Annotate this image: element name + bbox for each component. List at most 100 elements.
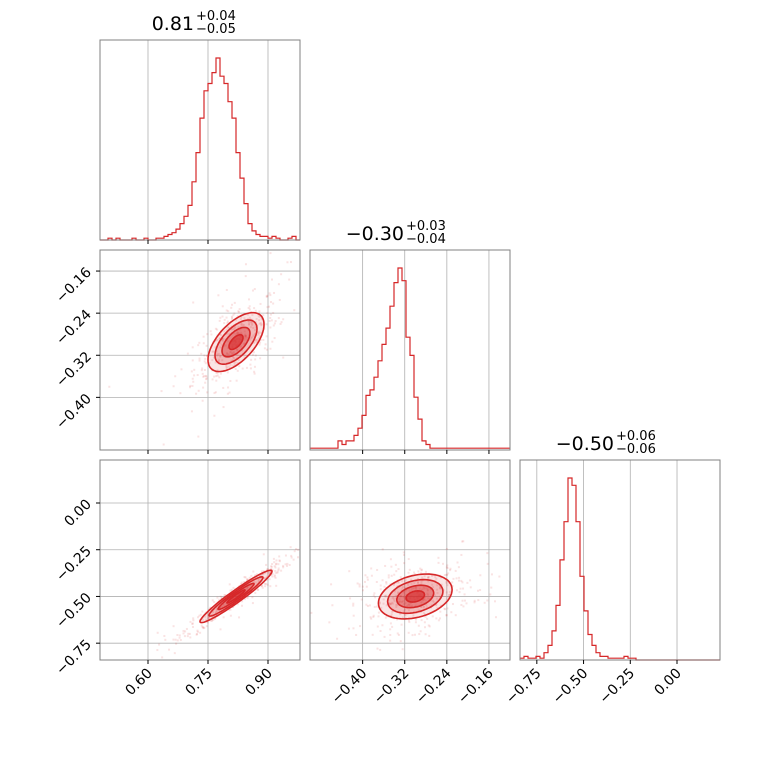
scatter-point (243, 330, 246, 333)
scatter-point (412, 587, 415, 590)
scatter-point (241, 323, 244, 326)
scatter-point (409, 601, 412, 604)
scatter-point (225, 603, 228, 606)
scatter-point (206, 391, 209, 394)
scatter-point (196, 629, 199, 632)
scatter-point (387, 576, 390, 579)
scatter-point (282, 564, 285, 567)
scatter-point (372, 614, 375, 617)
scatter-point (382, 602, 385, 605)
scatter-point (223, 603, 226, 606)
scatter-point (269, 585, 272, 588)
scatter-point (279, 322, 282, 325)
scatter-point (289, 546, 292, 549)
scatter-point (447, 594, 450, 597)
scatter-point (204, 615, 207, 618)
scatter-point (218, 319, 221, 322)
scatter-point (261, 573, 264, 576)
scatter-point (236, 333, 239, 336)
scatter-point (458, 576, 461, 579)
scatter-point (212, 350, 215, 353)
scatter-point (268, 305, 271, 308)
pair-panel-0-1 (108, 252, 296, 446)
scatter-point (256, 341, 259, 344)
scatter-point (213, 617, 216, 620)
scatter-point (389, 622, 392, 625)
scatter-point (251, 289, 254, 292)
scatter-point (423, 597, 426, 600)
scatter-point (426, 588, 429, 591)
scatter-point (236, 315, 239, 318)
scatter-point (414, 633, 417, 636)
scatter-point (462, 540, 465, 543)
scatter-point (248, 576, 251, 579)
scatter-point (195, 633, 198, 636)
scatter-point (215, 379, 218, 382)
scatter-point (190, 370, 193, 373)
scatter-point (416, 578, 419, 581)
scatter-point (331, 604, 334, 607)
scatter-point (391, 625, 394, 628)
scatter-point (406, 607, 409, 610)
scatter-point (243, 576, 246, 579)
scatter-point (439, 604, 442, 607)
scatter-point (384, 564, 387, 567)
scatter-point (218, 352, 221, 355)
scatter-point (189, 636, 192, 639)
scatter-point (393, 598, 396, 601)
scatter-point (253, 372, 256, 375)
scatter-point (248, 338, 251, 341)
scatter-point (236, 356, 239, 359)
scatter-point (425, 606, 428, 609)
scatter-point (244, 590, 247, 593)
scatter-point (445, 573, 448, 576)
scatter-point (391, 601, 394, 604)
scatter-point (403, 608, 406, 611)
scatter-point (460, 603, 463, 606)
scatter-point (388, 602, 391, 605)
scatter-point (186, 635, 189, 638)
scatter-point (247, 313, 250, 316)
scatter-point (192, 619, 195, 622)
scatter-point (410, 604, 413, 607)
scatter-point (239, 345, 242, 348)
scatter-point (439, 610, 442, 613)
scatter-point (251, 322, 254, 325)
scatter-point (420, 582, 423, 585)
scatter-point (385, 604, 388, 607)
scatter-point (223, 604, 226, 607)
scatter-point (262, 570, 265, 573)
scatter-point (328, 621, 331, 624)
scatter-point (460, 553, 463, 556)
scatter-point (248, 321, 251, 324)
scatter-point (168, 648, 171, 651)
scatter-point (229, 366, 232, 369)
scatter-point (241, 367, 244, 370)
scatter-point (240, 582, 243, 585)
scatter-point (197, 344, 200, 347)
scatter-point (255, 573, 258, 576)
scatter-point (266, 571, 269, 574)
scatter-point (407, 603, 410, 606)
scatter-point (256, 339, 259, 342)
scatter-point (275, 584, 278, 587)
scatter-point (286, 562, 289, 565)
scatter-point (375, 605, 378, 608)
scatter-point (257, 314, 260, 317)
scatter-point (257, 588, 260, 591)
scatter-point (243, 356, 246, 359)
scatter-point (222, 337, 225, 340)
scatter-point (218, 358, 221, 361)
scatter-point (215, 350, 218, 353)
scatter-point (461, 581, 464, 584)
scatter-point (273, 574, 276, 577)
scatter-point (268, 572, 271, 575)
scatter-point (266, 572, 269, 575)
scatter-point (252, 570, 255, 573)
scatter-point (407, 603, 410, 606)
scatter-point (368, 604, 371, 607)
scatter-point (457, 566, 460, 569)
scatter-point (254, 354, 257, 357)
scatter-point (188, 632, 191, 635)
scatter-point (202, 627, 205, 630)
